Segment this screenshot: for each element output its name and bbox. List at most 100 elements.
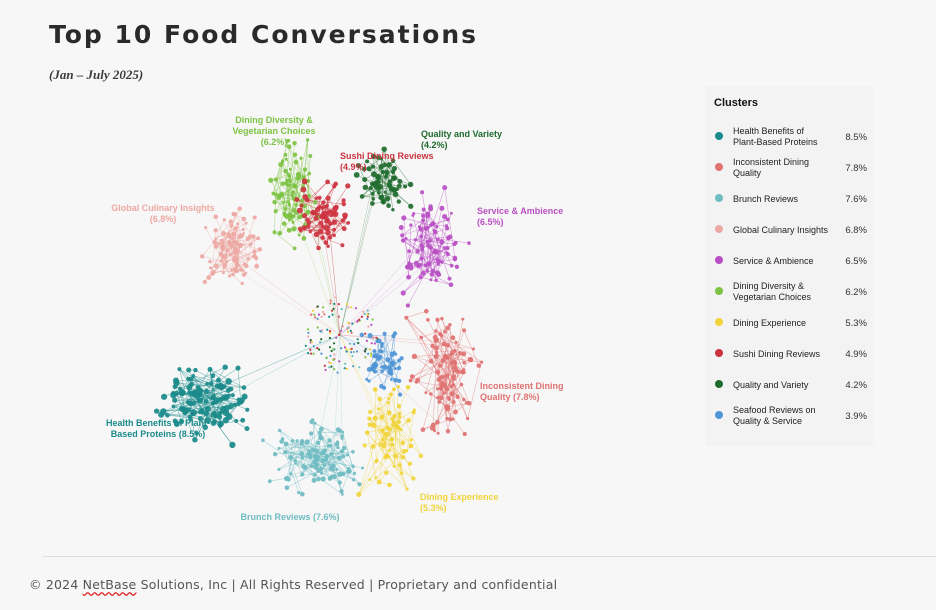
- cluster-node: [391, 207, 395, 212]
- cluster-node: [291, 207, 297, 213]
- cluster-node: [386, 182, 393, 188]
- cluster-node: [316, 476, 321, 482]
- hub-node: [323, 364, 326, 367]
- legend-item: Service & Ambience 6.5%: [705, 246, 873, 276]
- cluster-node: [171, 404, 176, 409]
- cluster-node: [425, 269, 429, 273]
- hub-node: [367, 325, 370, 328]
- cluster-node: [444, 387, 450, 392]
- network-edge: [447, 357, 482, 363]
- cluster-node: [341, 198, 346, 203]
- network-edge: [339, 258, 422, 336]
- cluster-node: [371, 368, 375, 372]
- cluster-node: [310, 209, 317, 216]
- cluster-node: [215, 377, 222, 383]
- cluster-node: [203, 410, 209, 417]
- cluster-node: [372, 387, 378, 392]
- cluster-node: [306, 224, 311, 229]
- cluster-node: [293, 458, 297, 463]
- legend-swatch: [715, 225, 723, 233]
- network-edge: [391, 373, 401, 395]
- cluster-node: [409, 223, 413, 227]
- cluster-node: [436, 272, 442, 277]
- network-edge: [420, 206, 431, 237]
- cluster-node: [383, 190, 387, 194]
- cluster-node: [397, 415, 402, 419]
- network-edge: [167, 386, 225, 416]
- cluster-node: [433, 338, 438, 344]
- cluster-node: [405, 385, 411, 390]
- cluster-node: [234, 419, 239, 423]
- cluster-node: [400, 238, 406, 243]
- cluster-label: Inconsistent Dining Quality (7.8%): [480, 381, 564, 402]
- cluster-node: [346, 221, 351, 225]
- cluster-node: [331, 219, 338, 225]
- cluster-node: [337, 480, 342, 485]
- cluster-label-line: Sushi Dining Reviews: [340, 151, 434, 161]
- cluster-node: [179, 418, 185, 425]
- network-edge: [223, 247, 341, 336]
- hub-node: [370, 352, 373, 355]
- network-edge: [421, 236, 470, 244]
- cluster-node: [178, 389, 186, 397]
- cluster-node: [341, 471, 346, 477]
- cluster-node: [397, 179, 403, 184]
- cluster-node: [214, 237, 217, 241]
- cluster-node: [447, 397, 452, 401]
- cluster-label: Dining Diversity & Vegetarian Choices (6.2…: [232, 115, 315, 147]
- cluster-node: [400, 233, 405, 238]
- hub-node: [375, 336, 378, 339]
- network-edge: [179, 368, 227, 398]
- legend-label: Global Culinary Insights: [733, 224, 829, 235]
- network-edge: [407, 251, 437, 306]
- cluster-node: [434, 329, 438, 333]
- network-edge: [467, 362, 482, 419]
- network-edge: [167, 414, 201, 419]
- hub-node: [327, 361, 331, 364]
- cluster-node: [384, 174, 389, 179]
- cluster-node: [394, 352, 398, 356]
- network-edge: [425, 335, 443, 393]
- hub-node: [350, 351, 353, 354]
- cluster-node: [438, 363, 443, 368]
- cluster-node: [380, 169, 385, 174]
- hub-node: [373, 342, 376, 345]
- cluster-node: [301, 212, 308, 219]
- cluster-node: [314, 461, 319, 467]
- hub-node: [317, 313, 321, 316]
- cluster-node: [408, 443, 414, 449]
- cluster-node: [319, 214, 323, 219]
- network-edge: [174, 400, 182, 422]
- network-edge: [214, 233, 235, 243]
- cluster-node: [254, 256, 259, 261]
- cluster-node: [177, 367, 182, 372]
- cluster-node: [439, 205, 445, 211]
- cluster-node: [213, 397, 220, 405]
- cluster-label: Sushi Dining Reviews (4.9%): [340, 151, 434, 172]
- cluster-node: [377, 407, 381, 411]
- cluster-node: [367, 416, 372, 421]
- cluster-node: [301, 225, 307, 231]
- cluster-node: [391, 165, 397, 172]
- network-edge: [176, 393, 196, 440]
- cluster-node: [315, 440, 321, 445]
- hub-node: [366, 309, 369, 312]
- cluster-node: [416, 264, 421, 269]
- cluster-node: [287, 178, 292, 183]
- cluster-node: [397, 411, 402, 416]
- network-edge: [314, 422, 343, 439]
- cluster-node: [252, 215, 257, 220]
- cluster-node: [226, 234, 231, 239]
- cluster-node: [428, 245, 433, 250]
- cluster-node: [421, 213, 426, 218]
- cluster-node: [322, 463, 327, 467]
- cluster-node: [318, 220, 324, 226]
- hub-node: [368, 348, 372, 351]
- cluster-node: [256, 236, 261, 241]
- cluster-node: [323, 240, 329, 245]
- cluster-node: [292, 140, 297, 146]
- network-edge: [284, 443, 302, 453]
- cluster-node: [466, 400, 472, 406]
- cluster-node: [324, 219, 329, 224]
- hub-node: [312, 345, 315, 348]
